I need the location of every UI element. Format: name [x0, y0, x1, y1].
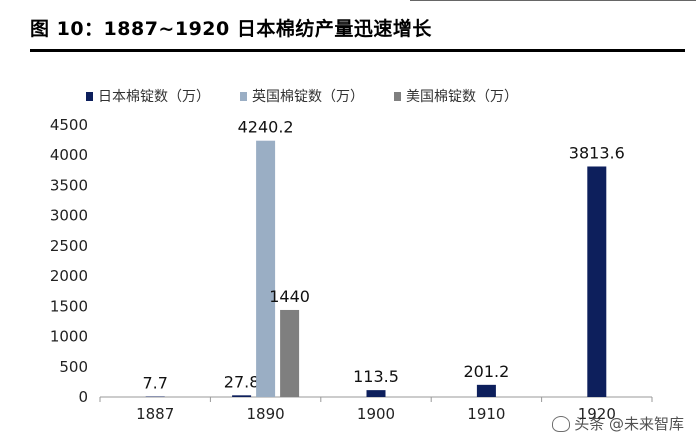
y-tick-label: 1500	[50, 297, 88, 315]
data-label: 113.5	[353, 367, 399, 386]
y-tick-label: 2000	[50, 267, 88, 285]
watermark-text: 头条 @未来智库	[574, 415, 684, 433]
legend-label-2: 英国棉锭数（万）	[252, 88, 364, 105]
bar	[232, 395, 252, 397]
watermark-logo-icon	[552, 415, 571, 432]
y-tick-label: 2500	[50, 237, 88, 255]
y-tick-label: 4000	[50, 146, 88, 164]
bar	[280, 309, 300, 397]
y-tick-label: 500	[59, 358, 88, 376]
bar	[587, 166, 607, 397]
bar	[366, 390, 386, 397]
x-tick-label: 1890	[247, 405, 285, 423]
legend-swatch-3	[394, 92, 401, 101]
x-tick-label: 1900	[357, 405, 395, 423]
title-rule	[30, 49, 685, 52]
figure-title: 图 10：1887~1920 日本棉纺产量迅速增长	[30, 18, 432, 40]
legend-label-3: 美国棉锭数（万）	[406, 88, 518, 105]
legend-swatch-1	[86, 92, 93, 101]
legend-swatch-2	[240, 92, 247, 101]
x-tick-label: 1910	[467, 405, 505, 423]
data-label: 27.8	[224, 372, 260, 391]
x-tick-label: 1887	[136, 405, 174, 423]
top-crop-line	[410, 0, 696, 4]
bar	[256, 140, 276, 397]
y-tick-label: 1000	[50, 328, 88, 346]
data-label: 3813.6	[569, 143, 625, 162]
data-label: 4240.2	[238, 118, 294, 137]
x-tick-label: 1920	[578, 405, 616, 423]
y-tick-label: 4500	[50, 116, 88, 134]
data-label: 1440	[269, 287, 310, 306]
data-label: 7.7	[142, 374, 167, 393]
y-tick-label: 0	[78, 388, 88, 406]
bar	[476, 384, 496, 397]
data-label: 201.2	[463, 362, 509, 381]
legend-label-1: 日本棉锭数（万）	[98, 88, 210, 105]
y-tick-label: 3500	[50, 176, 88, 194]
y-tick-label: 3000	[50, 207, 88, 225]
watermark: 头条 @未来智库	[552, 413, 684, 434]
